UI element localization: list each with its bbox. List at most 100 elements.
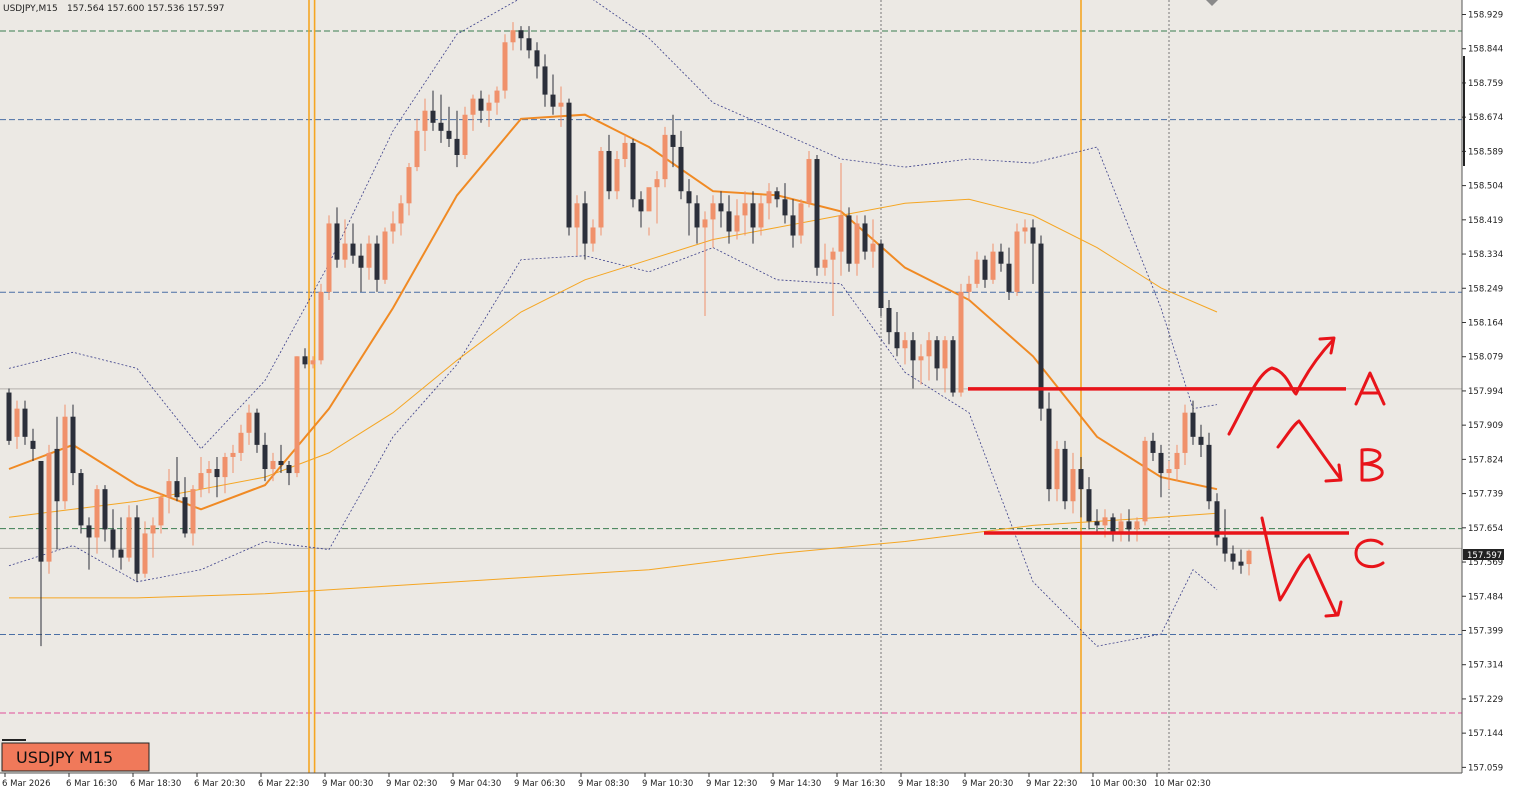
candle-0	[6, 388, 12, 445]
candle-body-67	[542, 66, 548, 95]
candle-49	[398, 195, 404, 236]
candle-body-72	[582, 203, 588, 244]
candle-69	[558, 86, 564, 127]
candle-body-41	[334, 223, 340, 260]
candle-64	[518, 26, 524, 51]
candle-66	[534, 42, 540, 79]
candle-61	[494, 86, 500, 115]
candle-body-64	[518, 30, 524, 39]
candle-body-44	[358, 255, 364, 268]
label-b-glyph	[1360, 448, 1384, 482]
scenario-b-arrow-icon	[1324, 463, 1343, 483]
candle-body-101	[814, 159, 820, 268]
candle-113	[910, 332, 916, 389]
candle-body-2	[22, 408, 28, 437]
candle-body-84	[678, 146, 684, 192]
candle-48	[390, 211, 396, 244]
candle-body-59	[478, 98, 484, 111]
candle-body-26	[214, 469, 220, 478]
candle-85	[686, 179, 692, 236]
candle-30	[246, 404, 252, 445]
candle-body-126	[1014, 231, 1020, 292]
candle-body-62	[502, 42, 508, 91]
candle-125	[1006, 247, 1012, 300]
candle-body-75	[606, 150, 612, 192]
candle-5	[46, 444, 52, 574]
candle-76	[614, 150, 620, 200]
candle-body-1	[14, 408, 20, 437]
candle-40	[326, 215, 332, 300]
candle-body-140	[1126, 521, 1132, 530]
candle-body-74	[598, 150, 604, 228]
candle-body-113	[910, 340, 916, 361]
price-tick-label-4: 158.589	[1468, 147, 1503, 157]
candle-146	[1174, 444, 1180, 482]
candle-body-53	[430, 110, 436, 123]
candle-body-116	[934, 340, 940, 369]
candle-107	[862, 215, 868, 260]
time-tick-label-11: 9 Mar 12:30	[706, 779, 757, 789]
candle-body-88	[710, 203, 716, 220]
candle-body-36	[294, 356, 300, 474]
candle-141	[1134, 517, 1140, 542]
price-tick-label-3: 158.674	[1468, 113, 1503, 123]
candle-body-154	[1238, 561, 1244, 566]
candle-body-83	[670, 134, 676, 147]
price-tick-label-17: 157.484	[1468, 592, 1503, 602]
candle-75	[606, 134, 612, 200]
label-c-glyph	[1354, 538, 1385, 569]
candle-152	[1222, 509, 1228, 562]
candle-body-89	[718, 203, 724, 212]
time-axis-panel[interactable]	[0, 773, 1462, 796]
candle-body-129	[1038, 243, 1044, 409]
candle-body-86	[694, 203, 700, 228]
price-axis-panel[interactable]	[1462, 0, 1513, 796]
candle-98	[790, 199, 796, 248]
candle-77	[622, 134, 628, 168]
candle-body-70	[566, 102, 572, 228]
candle-body-66	[534, 50, 540, 67]
candle-106	[854, 215, 860, 276]
candle-127	[1022, 219, 1028, 244]
candle-71	[574, 195, 580, 256]
candle-153	[1230, 545, 1236, 570]
candle-body-63	[510, 30, 516, 43]
candle-body-23	[190, 489, 196, 534]
candle-body-82	[662, 134, 668, 180]
time-axis: 6 Mar 2026 6 Mar 16:30 6 Mar 18:30 6 Mar 20…	[2, 773, 1211, 789]
candle-111	[894, 312, 900, 357]
candle-body-5	[46, 452, 52, 562]
candle-144	[1158, 444, 1164, 498]
candle-28	[230, 444, 236, 474]
candle-body-149	[1198, 436, 1204, 445]
price-axis-scroll-thumb	[1463, 56, 1465, 166]
candle-body-77	[622, 142, 628, 160]
candle-51	[414, 118, 420, 172]
candle-body-6	[54, 448, 60, 502]
candle-body-91	[734, 215, 740, 232]
candle-body-61	[494, 90, 500, 103]
candle-body-106	[854, 223, 860, 264]
price-tick-label-2: 158.759	[1468, 79, 1503, 89]
candle-87	[702, 211, 708, 317]
candle-119	[958, 283, 964, 397]
candle-body-22	[182, 497, 188, 534]
chart-shift-marker-icon[interactable]	[1206, 0, 1218, 6]
scenario-a-arrow-icon	[1318, 336, 1336, 355]
candle-94	[758, 195, 764, 236]
candle-body-28	[230, 452, 236, 457]
candle-body-94	[758, 203, 764, 228]
time-tick-label-16: 9 Mar 22:30	[1026, 779, 1077, 789]
candle-81	[654, 171, 660, 224]
candle-body-146	[1174, 452, 1180, 470]
candle-78	[630, 138, 636, 208]
candle-33	[270, 452, 276, 482]
candle-body-4	[38, 460, 44, 562]
candle-67	[542, 54, 548, 107]
candle-80	[646, 187, 652, 236]
candle-23	[190, 485, 196, 546]
candle-body-71	[574, 203, 580, 228]
candle-body-98	[790, 215, 796, 236]
